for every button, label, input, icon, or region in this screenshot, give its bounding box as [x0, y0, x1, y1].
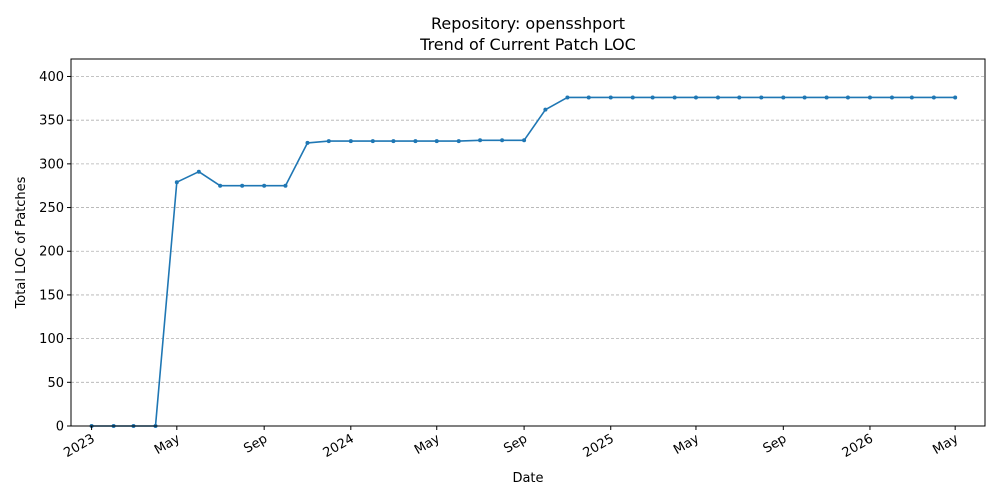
- data-point: [824, 95, 829, 100]
- data-point: [413, 139, 418, 144]
- data-point: [478, 138, 483, 143]
- chart-subtitle: Trend of Current Patch LOC: [419, 35, 636, 54]
- data-point: [348, 139, 353, 144]
- chart-title: Repository: opensshport: [431, 14, 625, 33]
- x-tick-label: 2026: [840, 431, 876, 461]
- y-tick-label: 400: [39, 70, 64, 85]
- y-gridlines: [71, 76, 985, 383]
- data-point: [262, 183, 267, 188]
- data-point: [953, 95, 958, 100]
- data-point: [370, 139, 375, 144]
- data-point: [283, 183, 288, 188]
- x-tick-label: May: [152, 431, 183, 458]
- x-tick-label: May: [930, 431, 961, 458]
- y-tick-label: 150: [39, 288, 64, 303]
- y-tick-label: 200: [39, 245, 64, 260]
- data-point: [630, 95, 635, 100]
- series-line: [91, 96, 956, 427]
- data-point: [909, 95, 914, 100]
- plot-frame: [70, 58, 986, 427]
- data-point: [715, 95, 720, 100]
- y-axis-label: Total LOC of Patches: [14, 176, 29, 309]
- data-point: [456, 139, 461, 144]
- data-point: [565, 95, 570, 100]
- x-axis-label: Date: [512, 471, 543, 486]
- x-tick-label: 2023: [61, 431, 97, 461]
- x-tick-label: 2024: [321, 431, 357, 461]
- x-tick-label: Sep: [761, 431, 790, 456]
- data-point: [889, 95, 894, 100]
- x-tick-label: Sep: [241, 431, 270, 456]
- data-point: [931, 95, 936, 100]
- data-point: [737, 95, 742, 100]
- data-point: [174, 180, 179, 185]
- data-point: [608, 95, 613, 100]
- data-point: [586, 95, 591, 100]
- y-tick-label: 250: [39, 201, 64, 216]
- x-tick-label: May: [412, 431, 443, 458]
- series-layer: [89, 95, 958, 428]
- data-point: [759, 95, 764, 100]
- data-point: [196, 169, 201, 174]
- data-point: [500, 138, 505, 143]
- data-point: [867, 95, 872, 100]
- x-tick-label: Sep: [501, 431, 530, 456]
- x-axis-ticks: 2023 May Sep 2024 May Sep 2025 May Sep 2026 May: [61, 426, 961, 461]
- data-point: [543, 107, 548, 112]
- y-axis-ticks: 0 50 100 150 200 250 300 350 400: [39, 70, 71, 435]
- y-tick-label: 50: [47, 376, 64, 391]
- y-tick-label: 0: [56, 420, 64, 435]
- data-point: [522, 138, 527, 143]
- x-tick-label: 2025: [581, 431, 617, 461]
- data-point: [391, 139, 396, 144]
- data-point: [845, 95, 850, 100]
- y-tick-label: 300: [39, 157, 64, 172]
- y-tick-label: 100: [39, 332, 64, 347]
- data-point: [434, 139, 439, 144]
- data-point: [672, 95, 677, 100]
- data-point: [326, 139, 331, 144]
- data-point: [305, 140, 310, 145]
- data-point: [650, 95, 655, 100]
- data-point: [781, 95, 786, 100]
- data-point: [218, 183, 223, 188]
- data-point: [693, 95, 698, 100]
- y-tick-label: 350: [39, 114, 64, 129]
- data-point: [802, 95, 807, 100]
- x-tick-label: May: [671, 431, 702, 458]
- data-point: [240, 183, 245, 188]
